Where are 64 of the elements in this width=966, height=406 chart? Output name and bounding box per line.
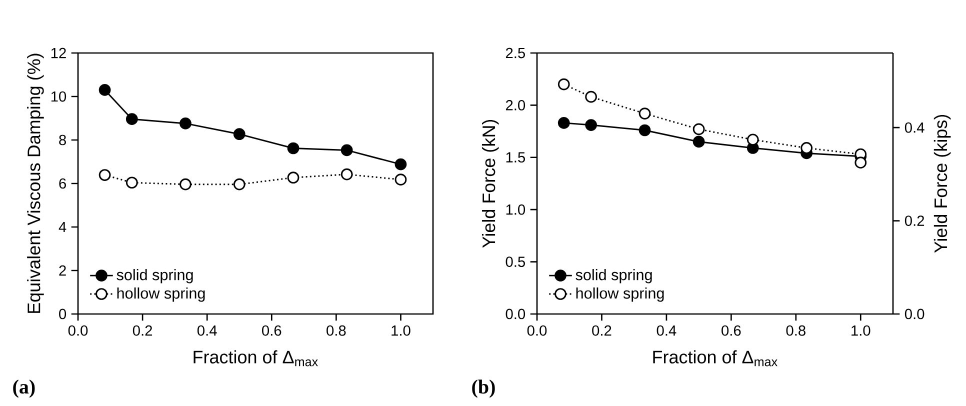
- y-axis-title: Equivalent Viscous Damping (%): [27, 54, 44, 313]
- x-axis-title: Fraction of Δ$_{max}$: [194, 350, 318, 366]
- point: [638, 108, 651, 120]
- legend-label: hollow spring: [576, 287, 664, 302]
- y-tick-label: 2: [59, 265, 66, 276]
- point: [394, 158, 407, 170]
- point: [585, 119, 597, 131]
- x-axis-title: Fraction of Δ$_{max}$: [653, 350, 778, 366]
- y2-tick-label: 0.0: [904, 308, 924, 320]
- y2-axis-title: Yield Force (kips): [934, 114, 951, 253]
- y-axis-title: Yield Force (kN): [482, 120, 499, 248]
- point: [287, 172, 300, 184]
- legend-label: hollow spring: [117, 287, 205, 302]
- legend-label: solid spring: [116, 269, 193, 284]
- x-tick-label: 1.0: [392, 325, 410, 336]
- x-tick-label: 0.8: [786, 325, 806, 336]
- y-tick-label: 0: [59, 308, 66, 320]
- y-tick-label: 6: [59, 178, 66, 189]
- y-tick-label: 4: [58, 222, 66, 232]
- point: [692, 123, 705, 136]
- x-tick-label: 0.4: [197, 325, 217, 336]
- point: [558, 78, 570, 90]
- point: [98, 169, 111, 181]
- x-tick-label: 0.4: [656, 325, 676, 336]
- point: [854, 156, 867, 169]
- y-tick-label: 1.0: [506, 204, 526, 215]
- x-tick-label: 0.6: [262, 325, 282, 336]
- point: [287, 142, 300, 154]
- point: [692, 136, 705, 148]
- point: [340, 168, 353, 180]
- x-tick-label: 0.2: [592, 325, 612, 336]
- point: [126, 176, 138, 189]
- point: [585, 90, 597, 103]
- text: (b): [472, 380, 495, 398]
- y-tick-label: 1.5: [506, 152, 525, 163]
- x-tick-label: 0.2: [132, 325, 152, 336]
- y-tick-label: 10: [51, 91, 66, 102]
- y-tick-label: 12: [51, 48, 66, 58]
- point: [180, 118, 192, 130]
- point: [233, 128, 246, 140]
- x-tick-label: 1.0: [852, 325, 870, 336]
- point: [394, 174, 407, 186]
- point: [180, 178, 192, 190]
- point: [340, 144, 353, 156]
- y-tick-label: 2.5: [506, 48, 525, 58]
- legend-label: solid spring: [576, 269, 652, 284]
- point: [233, 178, 246, 190]
- y-tick-label: 0.5: [506, 256, 525, 267]
- x-tick-label: 0.0: [527, 325, 547, 336]
- text: (a): [13, 380, 35, 398]
- y2-tick-label: 0.2: [904, 216, 924, 226]
- y2-tick-label: 0.4: [904, 122, 924, 133]
- x-tick-label: 0.8: [326, 325, 346, 336]
- point: [638, 124, 651, 136]
- point: [746, 134, 759, 146]
- point: [126, 113, 138, 126]
- y-tick-label: 2.0: [506, 100, 526, 110]
- x-tick-label: 0.6: [722, 325, 741, 336]
- x-tick-label: 0.0: [68, 325, 88, 336]
- y-tick-label: 8: [59, 134, 66, 146]
- point: [98, 84, 111, 96]
- point: [800, 142, 813, 154]
- y-tick-label: 0.0: [506, 308, 526, 320]
- point: [558, 117, 570, 129]
